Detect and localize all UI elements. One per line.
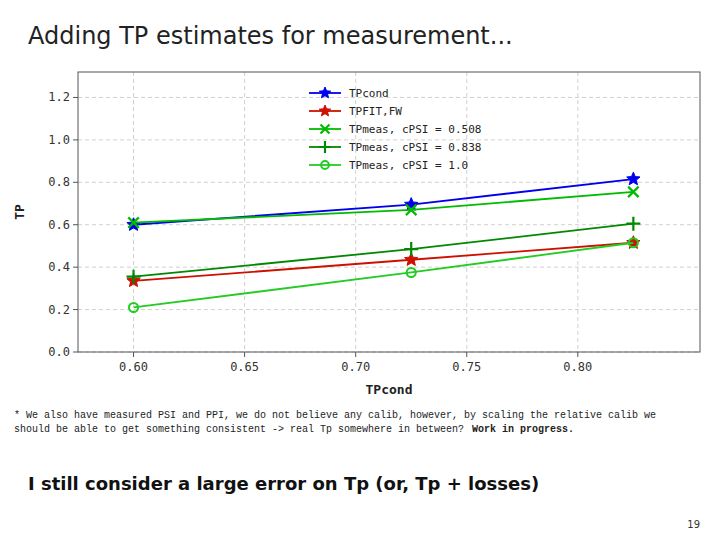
- legend-entry: TPmeas, cPSI = 0.838: [349, 141, 481, 154]
- tick-label: 0.0: [48, 345, 70, 359]
- tick-mark: [244, 352, 245, 357]
- tick-label: 0.4: [48, 260, 70, 274]
- tick-label: 0.65: [230, 360, 259, 374]
- grid-line: [78, 97, 700, 98]
- grid-line: [78, 267, 700, 268]
- y-axis-label: TP: [12, 204, 27, 220]
- tick-mark: [73, 182, 78, 183]
- tick-mark: [73, 139, 78, 140]
- tick-label: 0.70: [341, 360, 370, 374]
- tick-label: 0.2: [48, 303, 70, 317]
- grid: [78, 72, 700, 352]
- tick-label: 1.2: [48, 90, 70, 104]
- tick-mark: [133, 352, 134, 357]
- legend-entry: TPFIT,FW: [349, 105, 402, 118]
- legend-marker: [321, 125, 330, 134]
- tick-label: 1.0: [48, 133, 70, 147]
- legend-entry: TPmeas, cPSI = 0.508: [349, 123, 481, 136]
- legend-entry: TPmeas, cPSI = 1.0: [349, 159, 468, 172]
- data-point: [404, 242, 418, 256]
- tick-label: 0.6: [48, 218, 70, 232]
- axes: 0.0 0.2 0.4 0.6 0.8 1.0 1.2 0.60 0.65 0.70 0.75 0.8…: [48, 72, 700, 374]
- grid-line: [78, 224, 700, 225]
- grid-line: [466, 72, 467, 352]
- legend-marker: [319, 141, 331, 153]
- footnote: * We also have measured PSI and PPI, we …: [14, 410, 656, 421]
- grid-line: [133, 72, 134, 352]
- data-point: [127, 270, 141, 284]
- legend-marker: [319, 87, 330, 98]
- tick-label: 0.8: [48, 175, 70, 189]
- legend-entry: TPcond: [349, 87, 389, 100]
- tick-mark: [355, 352, 356, 357]
- footnote-bold: Work in progress.: [472, 424, 574, 435]
- tick-mark: [577, 352, 578, 357]
- data-point: [128, 217, 139, 228]
- data-point: [627, 172, 640, 185]
- series-line: [134, 179, 634, 225]
- data-point: [627, 236, 640, 249]
- x-axis-label: TPcond: [366, 382, 413, 397]
- plot-frame: [78, 72, 700, 352]
- title: Adding TP estimates for measurement...: [28, 22, 513, 50]
- tick-mark: [73, 352, 78, 353]
- tick-mark: [73, 309, 78, 310]
- data-point: [407, 268, 416, 277]
- grid-line: [78, 309, 700, 310]
- plot-area: [127, 172, 641, 312]
- tick-mark: [466, 352, 467, 357]
- chart: Adding TP estimates for measurement... 0.…: [0, 0, 720, 540]
- legend-line: [309, 164, 341, 166]
- slide-number: 19: [687, 519, 700, 530]
- tick-mark: [73, 267, 78, 268]
- series-line: [134, 243, 634, 308]
- grid-line: [244, 72, 245, 352]
- tick-label: 0.75: [452, 360, 481, 374]
- bottom-text: I still consider a large error on Tp (or…: [28, 473, 539, 494]
- footnote: should be able to get something consiste…: [14, 424, 464, 435]
- legend: TPcond TPFIT,FW TPmeas, cPSI = 0.508 TPmeas…: [309, 87, 481, 172]
- series-line: [134, 224, 634, 277]
- series-markers: [127, 236, 640, 287]
- data-point: [129, 303, 138, 312]
- tick-label: 0.60: [119, 360, 148, 374]
- legend-marker: [319, 105, 330, 116]
- data-point: [127, 218, 140, 231]
- series-markers: [129, 238, 638, 312]
- series-markers: [127, 217, 641, 284]
- tick-label: 0.80: [563, 360, 592, 374]
- series-markers: [128, 187, 638, 228]
- data-point: [406, 205, 417, 216]
- data-point: [628, 187, 639, 198]
- legend-marker: [321, 161, 329, 169]
- grid-line: [577, 72, 578, 352]
- data-point: [626, 217, 640, 231]
- data-point: [629, 238, 638, 247]
- tick-mark: [73, 224, 78, 225]
- series-line: [134, 192, 634, 223]
- series-markers: [127, 172, 640, 230]
- tick-mark: [73, 97, 78, 98]
